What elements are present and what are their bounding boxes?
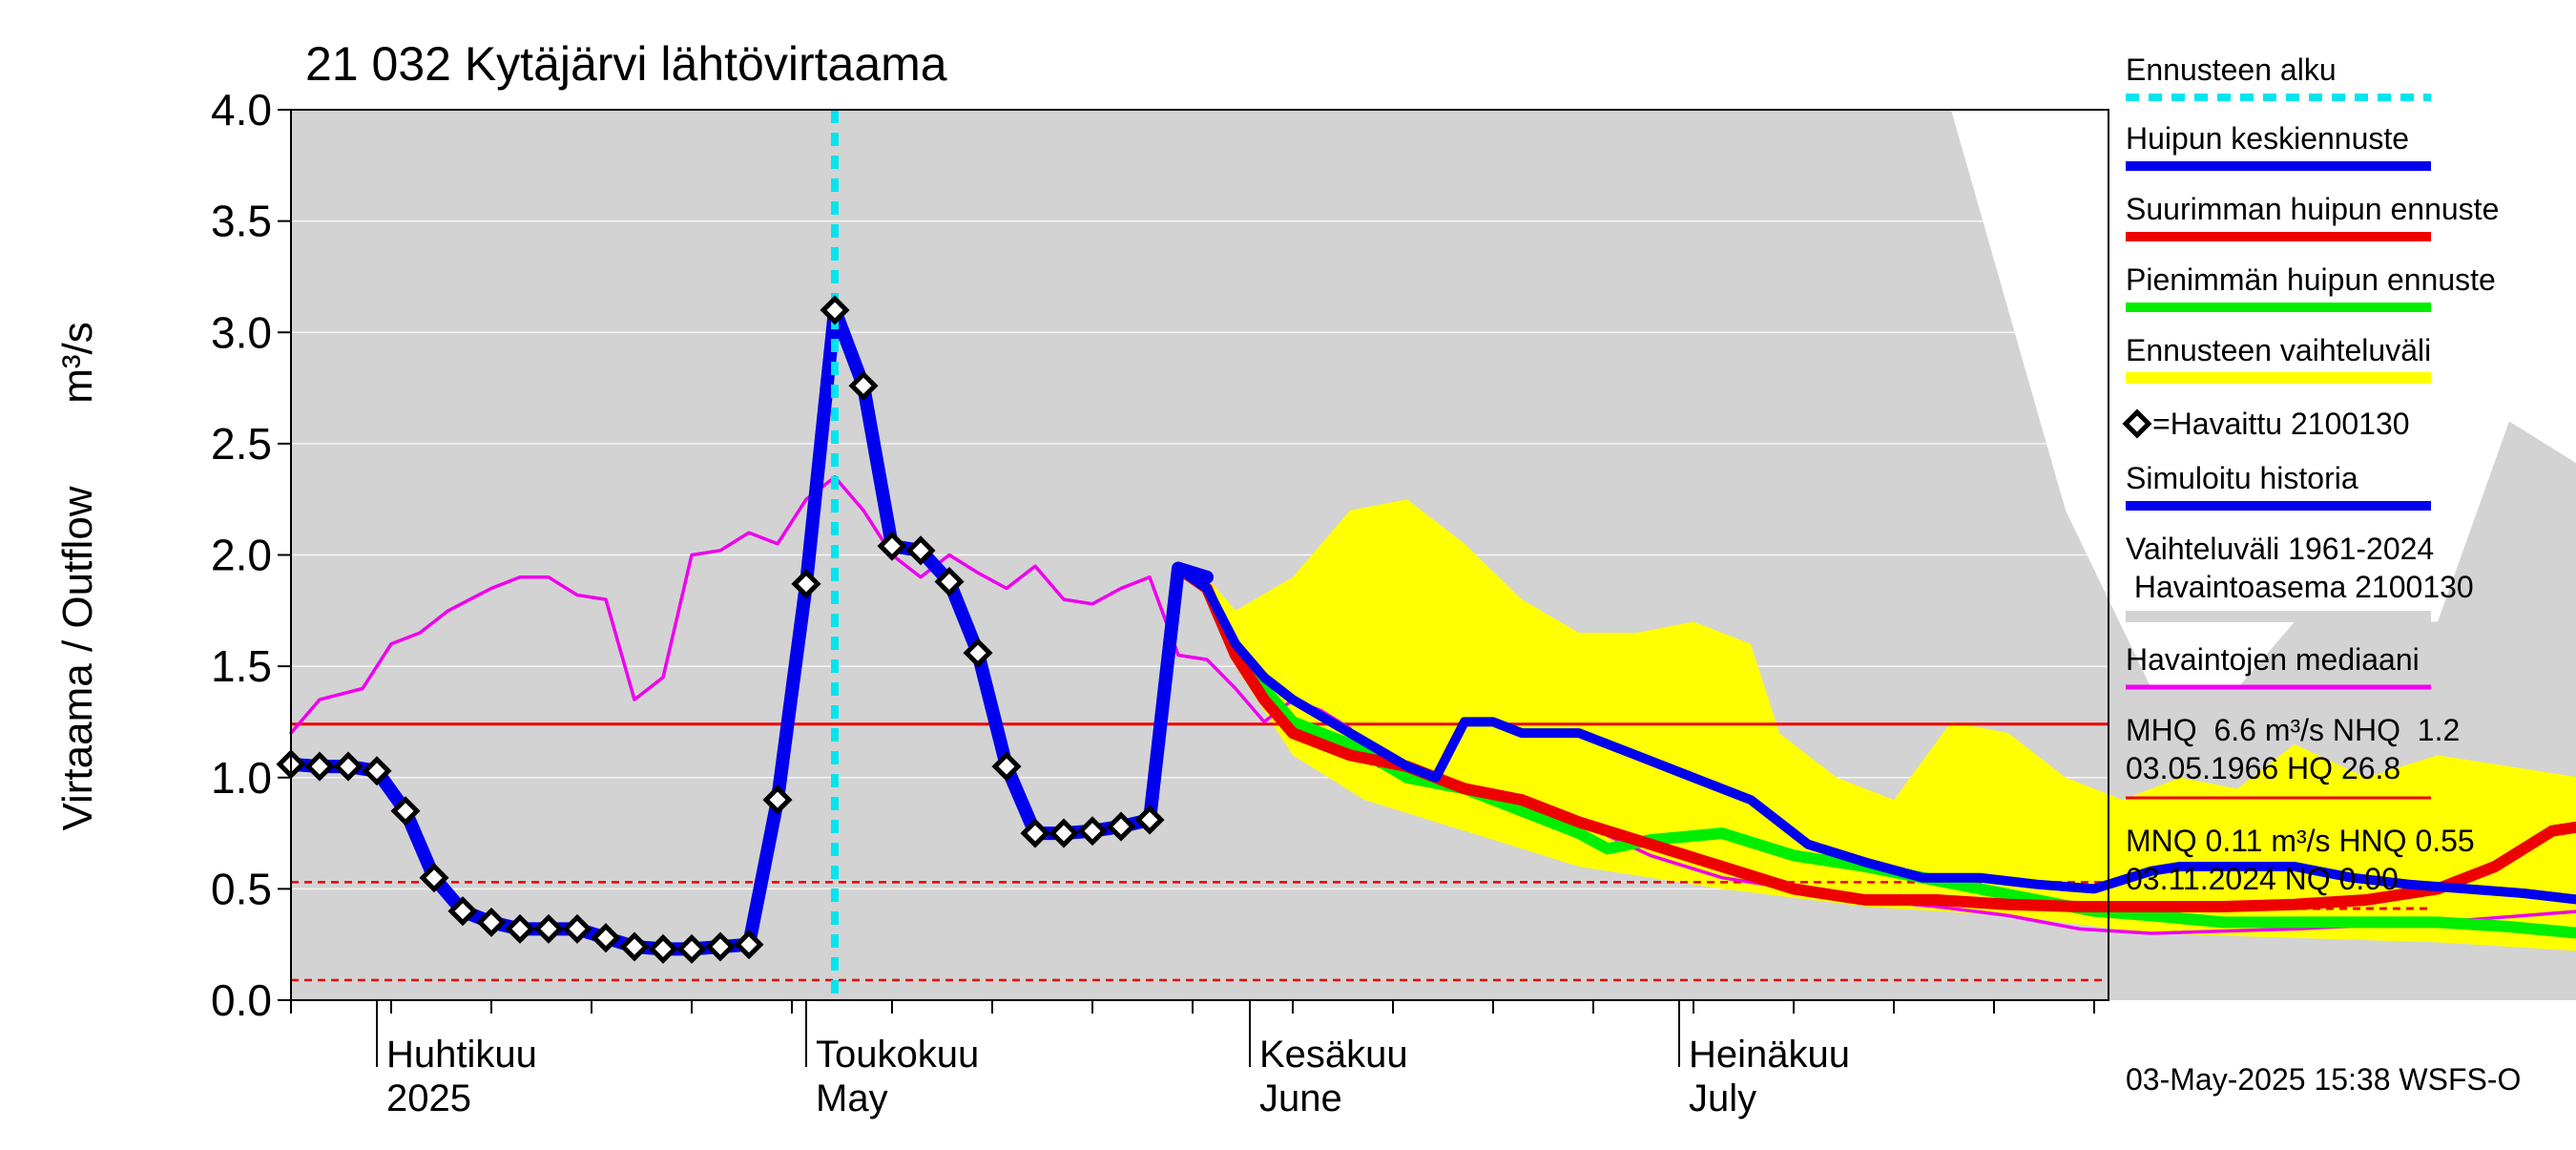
observed-point bbox=[591, 923, 621, 953]
x-month-label-en: May bbox=[816, 1077, 888, 1119]
legend-min-peak-label: Pienimmän huipun ennuste bbox=[2126, 262, 2496, 297]
observed-point bbox=[934, 566, 965, 597]
chart-footer: 03-May-2025 15:38 WSFS-O bbox=[2126, 1062, 2521, 1097]
legend-hist-range-label-2: Havaintoasema 2100130 bbox=[2126, 570, 2474, 604]
observed-point bbox=[505, 913, 535, 944]
observed-point bbox=[963, 638, 993, 668]
x-month-label-en: 2025 bbox=[386, 1077, 471, 1119]
observed-point bbox=[1106, 811, 1136, 842]
observed-point bbox=[476, 907, 507, 937]
observed-point bbox=[333, 751, 364, 782]
legend: Ennusteen alku Huipun keskiennuste Suuri… bbox=[2122, 52, 2499, 910]
observed-point bbox=[734, 930, 764, 960]
y-tick-label: 2.5 bbox=[211, 419, 272, 469]
observed-point bbox=[705, 931, 736, 962]
legend-hist-range-label-1: Vaihteluväli 1961-2024 bbox=[2126, 532, 2434, 566]
series-mean-peak-line bbox=[1174, 563, 2576, 905]
y-tick-label: 4.0 bbox=[211, 85, 272, 135]
legend-median-label: Havaintojen mediaani bbox=[2126, 642, 2420, 677]
observed-point bbox=[1049, 818, 1079, 848]
legend-stats-1a: MHQ 6.6 m³/s NHQ 1.2 bbox=[2126, 713, 2460, 747]
observed-point bbox=[676, 933, 707, 964]
legend-stats-1b: 03.05.1966 HQ 26.8 bbox=[2126, 751, 2400, 785]
x-month-label-fi: Heinäkuu bbox=[1689, 1034, 1850, 1076]
observed-point bbox=[820, 295, 850, 325]
chart-title: 21 032 Kytäjärvi lähtövirtaama bbox=[305, 37, 947, 91]
legend-forecast-range-label: Ennusteen vaihteluväli bbox=[2126, 333, 2431, 367]
x-month-label-en: July bbox=[1689, 1077, 1756, 1119]
y-tick-label: 0.0 bbox=[211, 975, 272, 1025]
forecast-range-band bbox=[1178, 499, 2576, 951]
y-tick-label: 2.0 bbox=[211, 531, 272, 580]
observed-point bbox=[447, 896, 478, 927]
observed-point bbox=[1077, 816, 1108, 847]
y-axis-unit: m³/s bbox=[54, 322, 101, 404]
x-month-label-fi: Kesäkuu bbox=[1259, 1034, 1408, 1076]
observed-point bbox=[1020, 818, 1050, 848]
legend-stats-2a: MNQ 0.11 m³/s HNQ 0.55 bbox=[2126, 824, 2475, 858]
observed-point bbox=[1134, 805, 1165, 835]
legend-simulated-label: Simuloitu historia bbox=[2126, 461, 2358, 495]
observed-point bbox=[877, 531, 907, 561]
series-max-peak-line bbox=[1173, 562, 2576, 912]
y-tick-label: 1.5 bbox=[211, 641, 272, 691]
legend-forecast-start-label: Ennusteen alku bbox=[2126, 52, 2337, 87]
legend-observed-label: =Havaittu 2100130 bbox=[2152, 407, 2410, 441]
x-month-label-en: June bbox=[1259, 1077, 1342, 1119]
observed-point bbox=[848, 370, 879, 401]
observed-point bbox=[619, 931, 650, 962]
y-axis-label: Virtaama / Outflow bbox=[54, 486, 101, 830]
y-tick-label: 3.5 bbox=[211, 197, 272, 246]
y-tick-label: 0.5 bbox=[211, 864, 272, 913]
y-tick-label: 1.0 bbox=[211, 753, 272, 803]
observed-point bbox=[905, 535, 936, 566]
observed-point bbox=[533, 913, 564, 944]
x-month-label-fi: Toukokuu bbox=[816, 1034, 979, 1076]
observed-point bbox=[648, 933, 678, 964]
observed-point bbox=[419, 863, 449, 893]
observed-point bbox=[791, 569, 821, 599]
observed-point bbox=[362, 756, 392, 786]
legend-max-peak-label: Suurimman huipun ennuste bbox=[2126, 192, 2499, 226]
observed-point bbox=[762, 784, 793, 815]
observed-point bbox=[562, 913, 592, 944]
legend-mean-peak-label: Huipun keskiennuste bbox=[2126, 121, 2409, 156]
observed-point bbox=[991, 751, 1022, 782]
legend-stats-2b: 03.11.2024 NQ 0.00 bbox=[2126, 862, 2399, 896]
y-tick-label: 3.0 bbox=[211, 307, 272, 357]
legend-observed-marker bbox=[2122, 408, 2152, 439]
observed-point bbox=[390, 796, 421, 826]
x-month-label-fi: Huhtikuu bbox=[386, 1034, 537, 1076]
observed-point bbox=[304, 751, 335, 782]
